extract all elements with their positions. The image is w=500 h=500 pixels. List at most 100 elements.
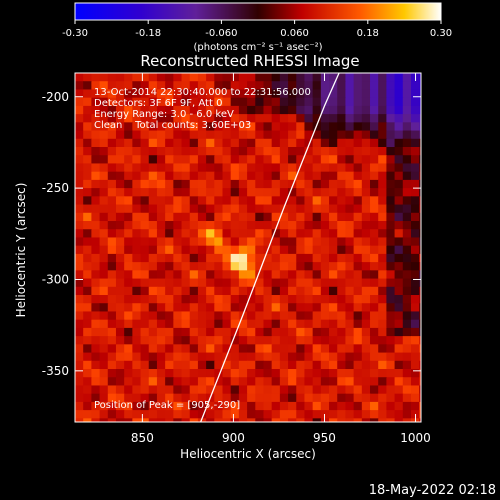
heatmap-cell (427, 188, 436, 197)
heatmap-cell (238, 237, 248, 247)
heatmap-cell (402, 393, 412, 403)
heatmap-cell (99, 130, 109, 140)
heatmap-cell (115, 81, 125, 91)
heatmap-cell (271, 377, 281, 387)
heatmap-cell (296, 130, 306, 140)
heatmap-cell (99, 336, 109, 345)
heatmap-cell (296, 163, 306, 173)
heatmap-cell (345, 105, 355, 115)
heatmap-cell (156, 130, 166, 140)
heatmap-cell (230, 418, 240, 422)
heatmap-cell (378, 122, 387, 132)
heatmap-cell (345, 245, 355, 255)
heatmap-cell (345, 385, 355, 395)
heatmap-cell (419, 295, 421, 304)
heatmap-cell (279, 245, 289, 255)
heatmap-cell (296, 253, 306, 263)
heatmap-cell (419, 138, 421, 148)
heatmap-cell (329, 278, 338, 288)
heatmap-cell (75, 253, 84, 263)
heatmap-cell (263, 105, 273, 115)
heatmap-cell (271, 114, 281, 123)
heatmap-cell (419, 105, 421, 115)
heatmap-cell (132, 89, 142, 99)
heatmap-cell (107, 352, 117, 362)
heatmap-cell (255, 81, 265, 91)
heatmap-cell (189, 360, 199, 370)
heatmap-cell (288, 212, 297, 222)
heatmap-cell (214, 352, 224, 362)
heatmap-cell (75, 401, 84, 411)
heatmap-cell (156, 155, 166, 165)
heatmap-cell (271, 278, 281, 288)
heatmap-cell (197, 393, 207, 403)
heatmap-cell (230, 262, 240, 271)
heatmap-cell (386, 311, 396, 321)
heatmap-cell (83, 352, 92, 362)
heatmap-cell (132, 188, 142, 197)
heatmap-cell (296, 410, 306, 419)
heatmap-cell (296, 114, 306, 123)
heatmap-cell (132, 163, 142, 173)
heatmap-cell (189, 327, 199, 337)
heatmap-cell (230, 410, 240, 419)
heatmap-cell (91, 97, 101, 107)
heatmap-cell (173, 122, 183, 132)
heatmap-cell (83, 188, 92, 197)
heatmap-cell (140, 229, 150, 239)
heatmap-cell (361, 122, 371, 132)
heatmap-cell (173, 319, 183, 329)
heatmap-cell (288, 393, 297, 403)
heatmap-cell (189, 147, 199, 156)
heatmap-cell (419, 377, 421, 387)
heatmap-cell (124, 295, 133, 304)
heatmap-cell (140, 319, 150, 329)
heatmap-cell (279, 171, 289, 181)
heatmap-cell (345, 410, 355, 419)
heatmap-cell (197, 179, 207, 189)
heatmap-cell (345, 253, 355, 263)
heatmap-cell (238, 295, 248, 304)
heatmap-cell (83, 327, 92, 337)
heatmap-cell (222, 360, 232, 370)
heatmap-cell (214, 122, 224, 132)
heatmap-cell (427, 336, 436, 345)
heatmap-cell (115, 278, 125, 288)
heatmap-cell (140, 410, 150, 419)
heatmap-cell (255, 97, 265, 107)
heatmap-cell (115, 253, 125, 263)
heatmap-cell (107, 262, 117, 271)
heatmap-cell (296, 427, 305, 436)
heatmap-cell (370, 311, 379, 321)
heatmap-cell (165, 360, 174, 370)
heatmap-cell (247, 369, 256, 378)
heatmap-cell (230, 196, 240, 206)
heatmap-cell (173, 393, 183, 403)
heatmap-cell (140, 155, 150, 165)
heatmap-cell (296, 352, 306, 362)
heatmap-cell (148, 311, 158, 321)
heatmap-cell (402, 253, 412, 263)
heatmap-cell (247, 303, 256, 313)
heatmap-cell (353, 188, 363, 197)
heatmap-cell (271, 286, 281, 296)
heatmap-cell (329, 155, 338, 165)
heatmap-cell (83, 410, 92, 419)
heatmap-cell (91, 237, 101, 247)
heatmap-cell (222, 81, 232, 91)
heatmap-cell (271, 418, 281, 422)
heatmap-cell (320, 114, 330, 123)
heatmap-cell (402, 245, 412, 255)
heatmap-cell (345, 122, 355, 132)
heatmap-cell (361, 130, 371, 140)
heatmap-cell (99, 369, 109, 378)
heatmap-cell (386, 303, 396, 313)
heatmap-cell (222, 303, 232, 313)
heatmap-cell (312, 147, 322, 156)
heatmap-cell (337, 114, 347, 123)
heatmap-cell (353, 221, 363, 230)
heatmap-cell (206, 418, 215, 422)
heatmap-cell (173, 253, 183, 263)
heatmap-cell (410, 138, 420, 148)
heatmap-cell (271, 81, 281, 91)
